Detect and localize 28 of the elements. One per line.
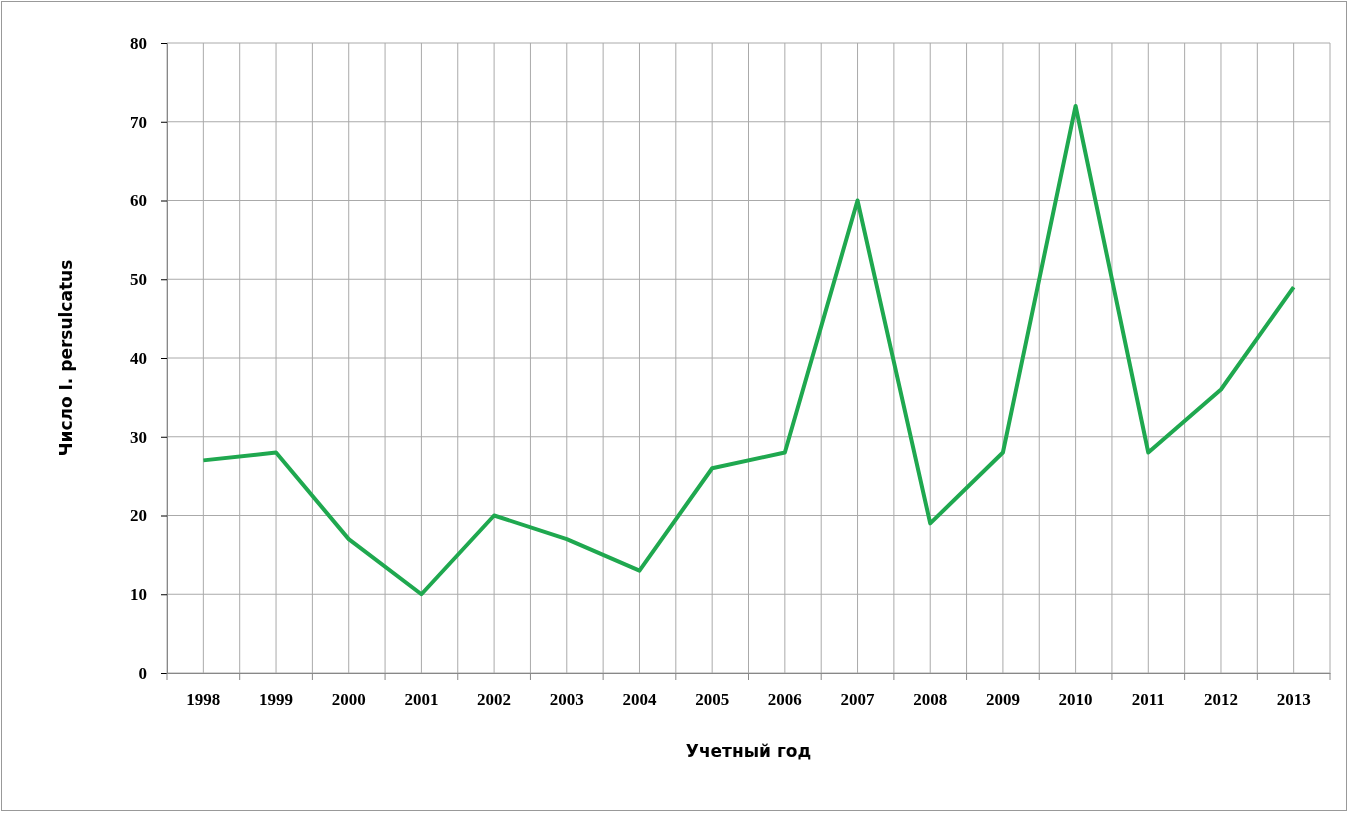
y-tick-label: 30 [130, 427, 147, 447]
y-tick-label: 10 [130, 585, 147, 605]
x-tick-label: 2010 [1058, 690, 1093, 710]
y-axis-title: Число I. persulcatus [56, 259, 76, 457]
x-tick-label: 2008 [913, 690, 948, 710]
y-tick-label: 60 [130, 191, 147, 211]
x-tick-label: 2003 [549, 690, 584, 710]
y-tick-label: 0 [138, 663, 147, 683]
x-tick-label: 2011 [1131, 690, 1165, 710]
x-tick-label: 1998 [186, 690, 221, 710]
x-tick-label: 2012 [1203, 690, 1238, 710]
x-tick-label: 2006 [767, 690, 802, 710]
x-tick-label: 2009 [985, 690, 1020, 710]
y-tick-label: 80 [130, 33, 147, 53]
y-tick-label: 70 [130, 112, 147, 132]
x-tick-label: 2004 [622, 690, 657, 710]
y-tick-label: 50 [130, 270, 147, 290]
line-series [201, 104, 1296, 597]
x-tick-label: 2013 [1276, 690, 1311, 710]
x-tick-label: 2005 [695, 690, 730, 710]
x-tick-label: 2000 [331, 690, 366, 710]
x-tick-label: 2001 [404, 690, 439, 710]
x-tick-label: 1999 [259, 690, 294, 710]
x-tick-label: 2002 [477, 690, 512, 710]
y-tick-label: 40 [130, 348, 147, 368]
y-tick-label: 20 [130, 506, 147, 526]
x-tick-label: 2007 [840, 690, 876, 710]
x-axis-title: Учетный год [685, 741, 812, 761]
